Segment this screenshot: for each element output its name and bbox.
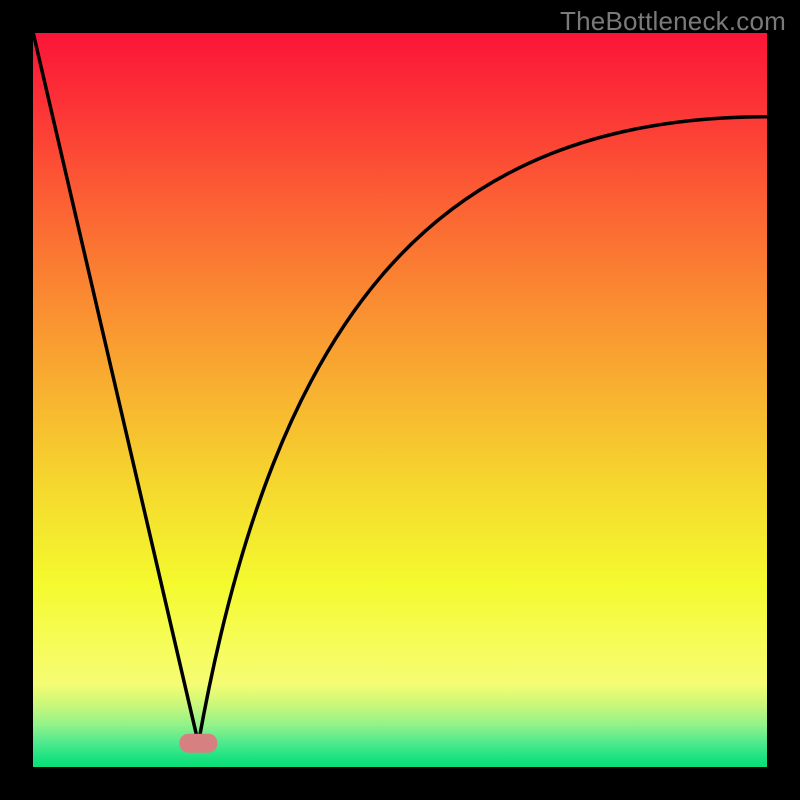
chart-background (33, 32, 768, 769)
optimum-marker (179, 734, 217, 753)
watermark-text: TheBottleneck.com (560, 6, 786, 37)
chart-svg (0, 0, 800, 800)
chart-container: TheBottleneck.com (0, 0, 800, 800)
